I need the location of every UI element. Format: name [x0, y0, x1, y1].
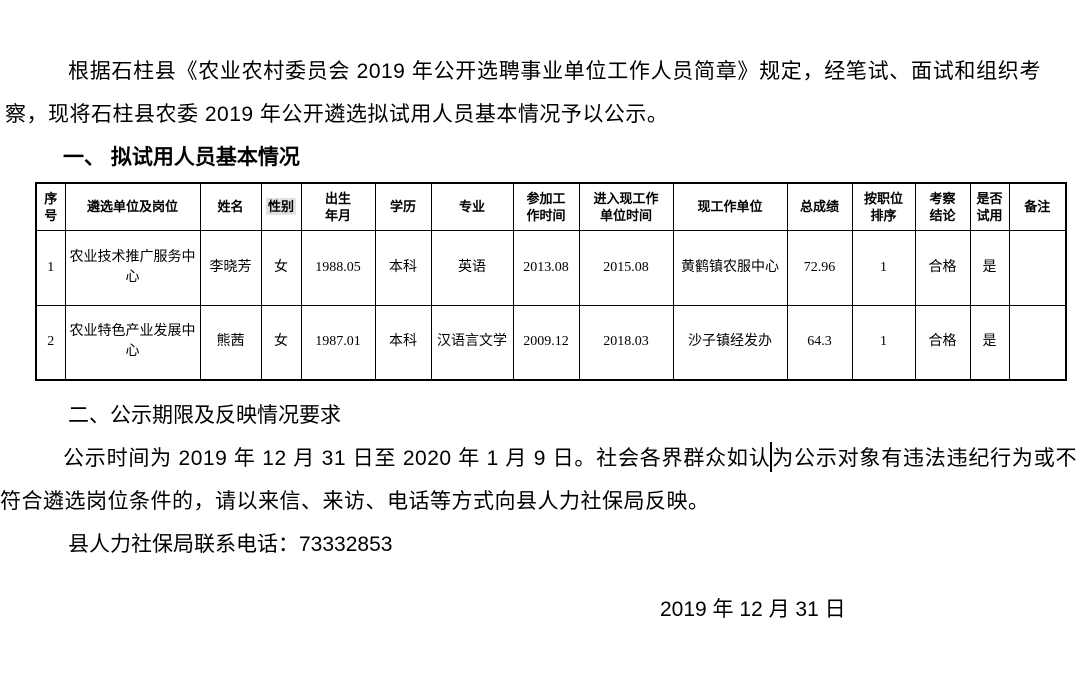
table-cell[interactable]: 2013.08	[512, 229, 580, 306]
header-unit-position[interactable]: 遴选单位及岗位	[64, 182, 201, 231]
table-cell[interactable]: 1	[851, 229, 916, 306]
publicity-paragraph[interactable]: 公示时间为 2019 年 12 月 31 日至 2020 年 1 月 9 日。社…	[0, 437, 1077, 523]
highlighted-text: 性别	[265, 198, 296, 216]
table-cell[interactable]: 是	[969, 229, 1010, 306]
table-cell[interactable]: 本科	[374, 304, 432, 381]
table-cell[interactable]: 黄鹤镇农服中心	[672, 229, 788, 306]
header-birth-date[interactable]: 出生 年月	[300, 182, 376, 231]
header-probation[interactable]: 是否 试用	[969, 182, 1010, 231]
table-cell[interactable]: 女	[260, 304, 302, 381]
table-cell[interactable]: 熊茜	[199, 304, 262, 381]
table-header-row: 序 号 遴选单位及岗位 姓名 性别 出生 年月 学历 专业 参加工 作时间 进入…	[35, 182, 1067, 231]
text-cursor	[770, 442, 772, 473]
table-cell[interactable]: 2015.08	[578, 229, 674, 306]
table-cell[interactable]: 是	[969, 304, 1010, 381]
table-cell[interactable]: 2018.03	[578, 304, 674, 381]
table-row: 1 农业技术推广服务中心 李晓芳 女 1988.05 本科 英语 2013.08…	[35, 229, 1067, 306]
table-cell[interactable]: 合格	[914, 304, 971, 381]
table-cell[interactable]: 汉语言文学	[430, 304, 514, 381]
header-rank-by-position[interactable]: 按职位 排序	[851, 182, 916, 231]
header-inspection-conclusion[interactable]: 考察 结论	[914, 182, 971, 231]
date-line[interactable]: 2019 年 12 月 31 日	[660, 598, 846, 621]
header-total-score[interactable]: 总成绩	[786, 182, 853, 231]
table-cell[interactable]: 沙子镇经发办	[672, 304, 788, 381]
table-cell[interactable]	[1008, 304, 1067, 381]
table-cell[interactable]: 1988.05	[300, 229, 376, 306]
contact-paragraph[interactable]: 县人力社保局联系电话：73332853	[68, 533, 393, 556]
section-1-heading[interactable]: 一、 拟试用人员基本情况	[63, 146, 300, 169]
table-row: 2 农业特色产业发展中心 熊茜 女 1987.01 本科 汉语言文学 2009.…	[35, 304, 1067, 381]
header-major[interactable]: 专业	[430, 182, 514, 231]
header-gender[interactable]: 性别	[260, 182, 302, 231]
intro-paragraph[interactable]: 根据石柱县《农业农村委员会 2019 年公开选聘事业单位工作人员简章》规定，经笔…	[5, 60, 1041, 126]
table-cell[interactable]: 英语	[430, 229, 514, 306]
section-2-heading[interactable]: 二、公示期限及反映情况要求	[68, 404, 341, 427]
publicity-text-before-cursor: 公示时间为 2019 年 12 月 31 日至 2020 年 1 月 9 日。社…	[63, 447, 771, 470]
table-cell[interactable]: 李晓芳	[199, 229, 262, 306]
header-current-unit[interactable]: 现工作单位	[672, 182, 788, 231]
table-cell[interactable]: 2	[35, 304, 66, 381]
header-remarks[interactable]: 备注	[1008, 182, 1067, 231]
header-work-start-time[interactable]: 参加工 作时间	[512, 182, 580, 231]
table-cell[interactable]: 1987.01	[300, 304, 376, 381]
table-cell[interactable]: 本科	[374, 229, 432, 306]
table-cell[interactable]: 1	[35, 229, 66, 306]
publicity-text-after-cursor: 为公示对象有违法违纪行为或不符合遴选岗位条件的，请以来信、来访、电话等方式向县人…	[0, 447, 1077, 513]
header-index[interactable]: 序 号	[35, 182, 66, 231]
table-cell[interactable]: 合格	[914, 229, 971, 306]
table-cell[interactable]: 2009.12	[512, 304, 580, 381]
table-cell[interactable]: 农业特色产业发展中心	[64, 304, 201, 381]
table-cell[interactable]	[1008, 229, 1067, 306]
table-cell[interactable]: 女	[260, 229, 302, 306]
table-cell[interactable]: 农业技术推广服务中心	[64, 229, 201, 306]
table-cell[interactable]: 1	[851, 304, 916, 381]
header-education[interactable]: 学历	[374, 182, 432, 231]
table-cell[interactable]: 72.96	[786, 229, 853, 306]
header-current-unit-entry-time[interactable]: 进入现工作 单位时间	[578, 182, 674, 231]
personnel-table: 序 号 遴选单位及岗位 姓名 性别 出生 年月 学历 专业 参加工 作时间 进入…	[35, 182, 1067, 381]
header-name[interactable]: 姓名	[199, 182, 262, 231]
table-cell[interactable]: 64.3	[786, 304, 853, 381]
